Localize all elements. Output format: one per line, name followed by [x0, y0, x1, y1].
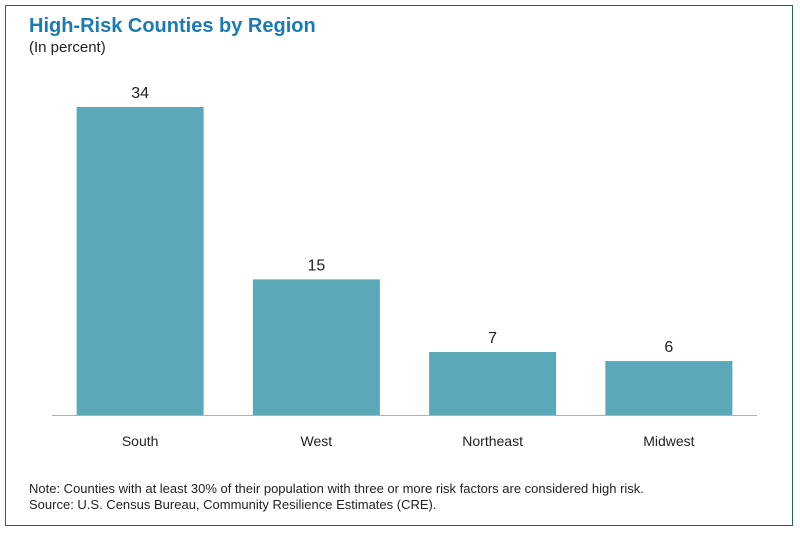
x-tick-label-northeast: Northeast: [462, 433, 523, 449]
data-label-west: 15: [307, 257, 325, 274]
x-tick-label-west: West: [301, 433, 333, 449]
data-label-midwest: 6: [664, 339, 673, 356]
data-label-northeast: 7: [488, 330, 497, 347]
bar-midwest: [605, 361, 733, 416]
x-tick-label-midwest: Midwest: [643, 433, 694, 449]
note-text: Note: Counties with at least 30% of thei…: [29, 481, 644, 496]
data-label-south: 34: [131, 85, 149, 102]
bar-west: [252, 279, 380, 416]
chart-title: High-Risk Counties by Region: [29, 15, 316, 37]
x-tick-label-south: South: [122, 433, 159, 449]
bar-northeast: [429, 351, 557, 416]
source-text: Source: U.S. Census Bureau, Community Re…: [29, 497, 437, 512]
chart-subtitle: (In percent): [29, 39, 106, 56]
chart-notes: Note: Counties with at least 30% of thei…: [29, 481, 644, 513]
chart-frame: [5, 5, 793, 526]
bar-south: [76, 107, 204, 416]
